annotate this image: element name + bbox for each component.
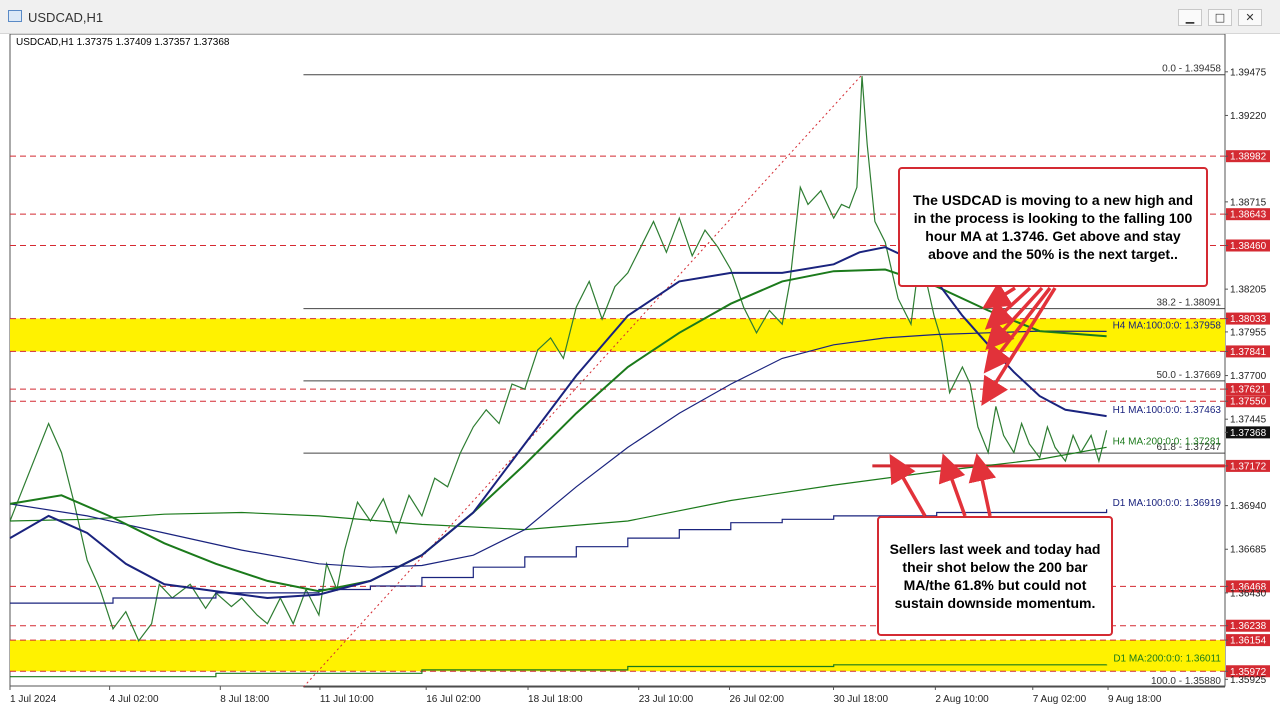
annotation-box-bottom: Sellers last week and today had their sh… [877,516,1113,636]
support-zone [10,640,1225,672]
time-axis-label: 4 Jul 02:00 [110,694,159,705]
price-axis-highlight [1226,239,1270,252]
price-axis-highlight [1226,619,1270,632]
price-axis-highlight [1226,580,1270,593]
close-button[interactable]: ✕ [1238,9,1262,26]
annotation-arrow [985,286,1044,351]
ma-label: H1 MA:100:0:0: 1.37463 [1113,405,1222,416]
price-axis-label: 1.38715 [1230,197,1267,208]
fibonacci-level-label: 38.2 - 1.38091 [1157,298,1222,309]
price-axis-label: 1.37550 [1230,397,1267,408]
time-axis-label: 8 Jul 18:00 [220,694,269,705]
time-axis-label: 2 Aug 10:00 [935,694,989,705]
time-axis-label: 16 Jul 02:00 [426,694,481,705]
price-axis-label: 1.37172 [1230,461,1267,472]
price-axis-label: 1.36154 [1230,636,1267,647]
annotation-box-top: The USDCAD is moving to a new high and i… [898,167,1208,287]
price-axis-highlight [1226,345,1270,358]
price-axis-label: 1.35972 [1230,667,1267,678]
chart-header: USDCAD,H1 1.37375 1.37409 1.37357 1.3736… [16,37,230,48]
d1-ma100-line [10,509,1108,604]
maximize-button[interactable]: □ [1208,9,1232,26]
annotation-arrow [889,453,927,517]
window-titlebar: USDCAD,H1 ▁ □ ✕ [0,0,1280,34]
price-axis-label: 1.39220 [1230,111,1267,122]
time-axis-label: 26 Jul 02:00 [729,694,784,705]
time-axis-label: 9 Aug 18:00 [1108,694,1162,705]
annotation-arrow [938,453,967,517]
time-axis-label: 7 Aug 02:00 [1033,694,1087,705]
time-axis-label: 1 Jul 2024 [10,694,57,705]
ma-label: D1 MA:200:0:0: 1.36011 [1113,654,1221,665]
price-chart[interactable]: 0.0 - 1.39458 38.2 - 1.38091 50.0 - 1.3766… [0,34,1280,721]
support-zone [10,318,1225,352]
window-title: USDCAD,H1 [28,10,104,25]
price-line [9,76,1108,642]
chart-window-icon [8,10,22,22]
fibonacci-level-label: 50.0 - 1.37669 [1157,370,1222,381]
price-axis-label: 1.37368 [1230,428,1267,439]
time-axis-label: 18 Jul 18:00 [528,694,583,705]
price-axis-label: 1.36685 [1230,545,1267,556]
fibonacci-level-label: 100.0 - 1.35880 [1151,676,1221,687]
d1-ma200-line [10,664,1108,678]
price-axis-label: 1.38982 [1230,152,1267,163]
price-axis-highlight [1226,150,1270,163]
time-axis-label: 30 Jul 18:00 [834,694,889,705]
price-axis-label: 1.37955 [1230,327,1267,338]
price-axis-label: 1.36238 [1230,621,1267,632]
price-axis-label: 1.36430 [1230,588,1267,599]
price-axis-label: 1.35925 [1230,675,1267,686]
fibonacci-trend-line [303,74,863,688]
fibonacci-level-label: 0.0 - 1.39458 [1162,64,1221,75]
price-axis-highlight [1226,459,1270,472]
price-axis-label: 1.39475 [1230,67,1267,78]
ma-label: H4 MA:200:0:0: 1.37281 [1113,436,1222,447]
price-axis-label: 1.36940 [1230,501,1267,512]
price-axis-label: 1.38643 [1230,210,1267,221]
price-axis-highlight [1226,665,1270,678]
ma-label: H4 MA:100:0:0: 1.37958 [1113,320,1222,331]
price-axis-label: 1.37621 [1230,385,1267,396]
price-axis-highlight [1226,312,1270,325]
h1-ma100-line [9,246,1107,600]
current-price-marker [1226,426,1270,439]
annotation-arrow [984,286,1032,330]
fibonacci-level-label: 61.8 - 1.37247 [1157,442,1222,453]
price-axis-label: 1.38033 [1230,314,1267,325]
price-axis-label: 1.38460 [1230,241,1267,252]
price-axis-label: 1.37700 [1230,371,1267,382]
price-axis-highlight [1226,395,1270,408]
annotation-arrow [981,287,1057,406]
annotation-arrow [983,286,1052,374]
time-axis-label: 11 Jul 10:00 [320,694,374,705]
price-axis-highlight [1226,383,1270,396]
price-axis-label: 1.36468 [1230,582,1267,593]
h4-ma100-line [9,330,1107,568]
price-axis-label: 1.38205 [1230,285,1267,296]
ma-label: D1 MA:100:0:0: 1.36919 [1113,498,1222,509]
annotation-arrow [968,453,997,517]
price-axis-highlight [1226,208,1270,221]
minimize-button[interactable]: ▁ [1178,9,1202,26]
price-axis-highlight [1226,634,1270,647]
price-axis-label: 1.37445 [1230,415,1267,426]
time-axis-label: 23 Jul 10:00 [639,694,694,705]
price-axis-label: 1.37841 [1230,347,1267,358]
